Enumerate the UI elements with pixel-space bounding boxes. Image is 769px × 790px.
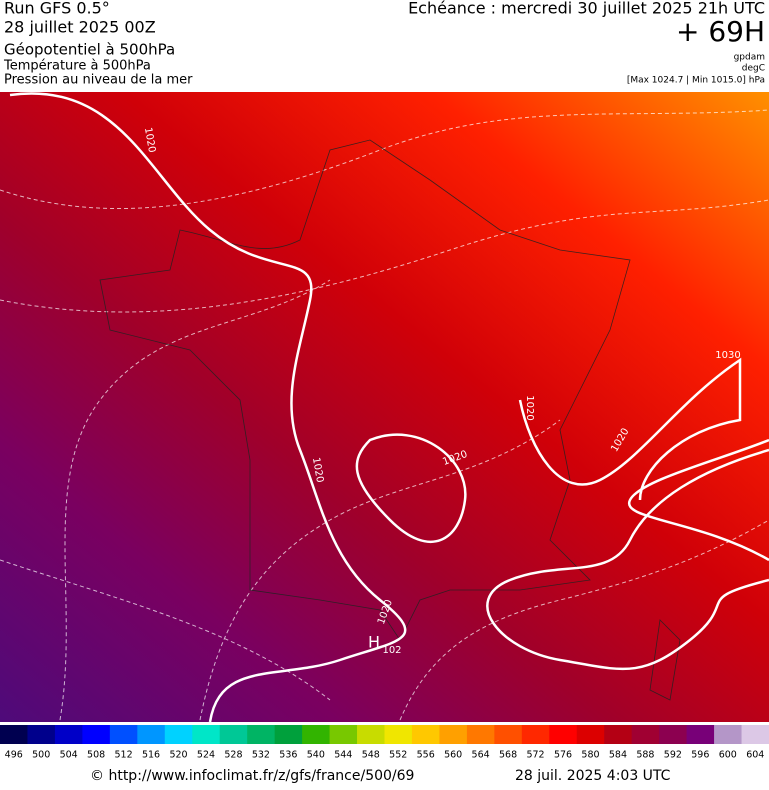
color-swatch	[686, 725, 715, 744]
temperature-isolines	[0, 109, 769, 721]
color-swatch	[164, 725, 193, 744]
map-background	[0, 92, 769, 722]
scale-label: 508	[87, 750, 105, 761]
valid-time: Echéance : mercredi 30 juillet 2025 21h …	[408, 0, 765, 18]
source-url: © http://www.infoclimat.fr/z/gfs/france/…	[90, 768, 414, 784]
color-swatch	[329, 725, 358, 744]
color-scale: 496 500 504 508 512 516 520 524 528 532 536 540 544 5…	[0, 725, 769, 761]
color-swatch	[137, 725, 166, 744]
scale-label: 596	[691, 750, 709, 761]
scale-label: 580	[581, 750, 599, 761]
scale-label: 516	[142, 750, 160, 761]
color-swatch	[27, 725, 56, 744]
color-swatch	[82, 725, 111, 744]
scale-label: 512	[115, 750, 133, 761]
scale-label: 568	[499, 750, 517, 761]
scale-label: 600	[719, 750, 737, 761]
high-pressure-marker: H	[368, 633, 380, 652]
isobar-label: 1020	[524, 395, 535, 420]
run-date: 28 juillet 2025 00Z	[4, 18, 156, 37]
isobar-label: 102	[382, 645, 401, 656]
scale-label: 544	[334, 750, 352, 761]
color-swatch	[219, 725, 248, 744]
scale-label: 560	[444, 750, 462, 761]
color-swatch	[411, 725, 440, 744]
color-swatch	[494, 725, 523, 744]
scale-label: 552	[389, 750, 407, 761]
color-swatch	[521, 725, 550, 744]
scale-label: 564	[472, 750, 490, 761]
coastlines	[99, 139, 681, 701]
field-1: Géopotentiel à 500hPa	[4, 41, 175, 59]
color-swatch	[549, 725, 578, 744]
color-swatch	[109, 725, 138, 744]
color-swatch	[247, 725, 276, 744]
color-swatch	[54, 725, 83, 744]
scale-label: 504	[60, 750, 78, 761]
pressure-range: [Max 1024.7 | Min 1015.0] hPa	[627, 76, 765, 86]
scale-label: 588	[636, 750, 654, 761]
color-swatch	[192, 725, 221, 744]
scale-label: 496	[5, 750, 23, 761]
scale-label: 576	[554, 750, 572, 761]
color-swatch	[439, 725, 468, 744]
unit-1: gpdam	[734, 53, 765, 63]
scale-label: 592	[664, 750, 682, 761]
scale-label: 572	[526, 750, 544, 761]
color-swatch	[0, 725, 28, 744]
scale-label: 536	[279, 750, 297, 761]
scale-label: 548	[362, 750, 380, 761]
color-swatch	[604, 725, 633, 744]
scale-label: 604	[746, 750, 764, 761]
color-swatch	[384, 725, 413, 744]
lead-time: + 69H	[676, 15, 765, 48]
run-title: Run GFS 0.5°	[4, 0, 110, 18]
isobar-label: 1020	[142, 127, 157, 154]
scale-label: 532	[252, 750, 270, 761]
color-swatch	[274, 725, 303, 744]
field-2: Température à 500hPa	[3, 59, 151, 74]
isobar-label: 1030	[715, 350, 740, 361]
scale-label: 500	[32, 750, 50, 761]
color-swatch	[466, 725, 495, 744]
color-swatch	[741, 725, 769, 744]
scale-label: 540	[307, 750, 325, 761]
color-swatch	[714, 725, 743, 744]
field-3: Pression au niveau de la mer	[4, 73, 193, 88]
unit-2: degC	[742, 64, 765, 74]
scale-label: 524	[197, 750, 215, 761]
isobars	[9, 92, 769, 723]
color-swatch	[659, 725, 688, 744]
isobar-label: 1020	[310, 457, 325, 484]
color-swatch	[357, 725, 385, 744]
scale-label: 556	[417, 750, 435, 761]
generated-time: 28 juil. 2025 4:03 UTC	[515, 768, 671, 784]
scale-label: 584	[609, 750, 627, 761]
color-swatch	[631, 725, 660, 744]
scale-label: 528	[224, 750, 242, 761]
color-swatch	[576, 725, 605, 744]
color-swatch	[302, 725, 331, 744]
scale-label: 520	[169, 750, 187, 761]
